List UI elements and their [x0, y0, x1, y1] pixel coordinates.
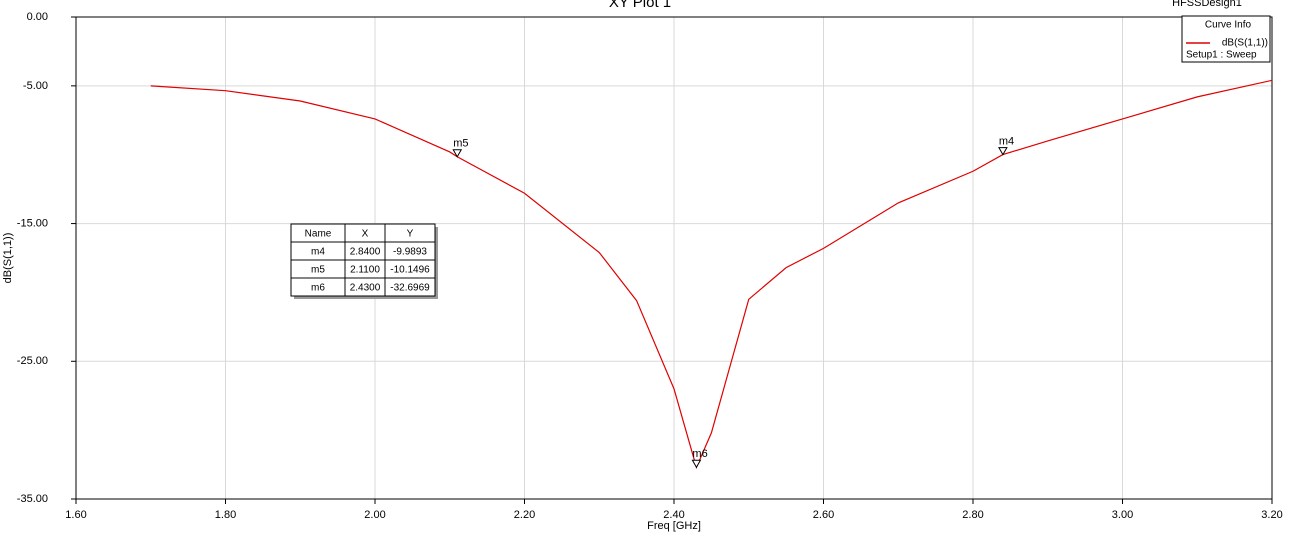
legend-title: Curve Info	[1205, 20, 1252, 31]
table-text: m6	[311, 283, 325, 294]
chart-title: XY Plot 1	[609, 0, 671, 11]
table-text: -9.9893	[393, 247, 427, 258]
legend-entry: dB(S(1,1))	[1222, 38, 1268, 49]
table-text: 2.8400	[350, 247, 381, 258]
marker-label: m5	[453, 138, 468, 150]
legend-setup: Setup1 : Sweep	[1186, 50, 1257, 61]
x-tick-label: 2.60	[813, 509, 834, 521]
plot-border	[75, 16, 1273, 500]
table-text: 2.4300	[350, 283, 381, 294]
marker	[452, 149, 463, 158]
x-tick-label: 3.20	[1261, 509, 1282, 521]
table-text: 2.1100	[350, 265, 380, 276]
table-text: m4	[311, 247, 325, 258]
x-tick-label: 1.80	[215, 509, 236, 521]
marker	[691, 459, 702, 469]
y-axis-label: dB(S(1,1))	[2, 233, 14, 284]
table-text: -32.6969	[390, 283, 430, 294]
x-tick-label: 2.40	[663, 509, 684, 521]
y-tick-label: 0.00	[27, 11, 48, 23]
table-text: Name	[305, 229, 332, 240]
marker-label: m4	[999, 135, 1014, 147]
design-name: HFSSDesign1	[1172, 0, 1242, 9]
y-tick-label: -35.00	[17, 493, 48, 505]
table-text: m5	[311, 265, 325, 276]
table-text: -10.1496	[390, 265, 430, 276]
x-tick-label: 2.80	[962, 509, 983, 521]
y-tick-label: -25.00	[17, 355, 48, 367]
x-tick-label: 3.00	[1112, 509, 1133, 521]
table-cell	[384, 277, 436, 297]
y-tick-label: -15.00	[17, 217, 48, 229]
table-text: X	[362, 229, 369, 240]
x-tick-label: 2.20	[514, 509, 535, 521]
table-text: Y	[407, 229, 414, 240]
marker-label: m6	[692, 448, 707, 460]
data-line	[150, 79, 1273, 470]
x-tick-label: 1.60	[65, 509, 86, 521]
y-tick-label: -5.00	[23, 80, 48, 92]
x-axis-label: Freq [GHz]	[647, 520, 701, 532]
marker	[998, 147, 1008, 156]
legend-box	[1181, 15, 1271, 63]
x-tick-label: 2.00	[364, 509, 385, 521]
